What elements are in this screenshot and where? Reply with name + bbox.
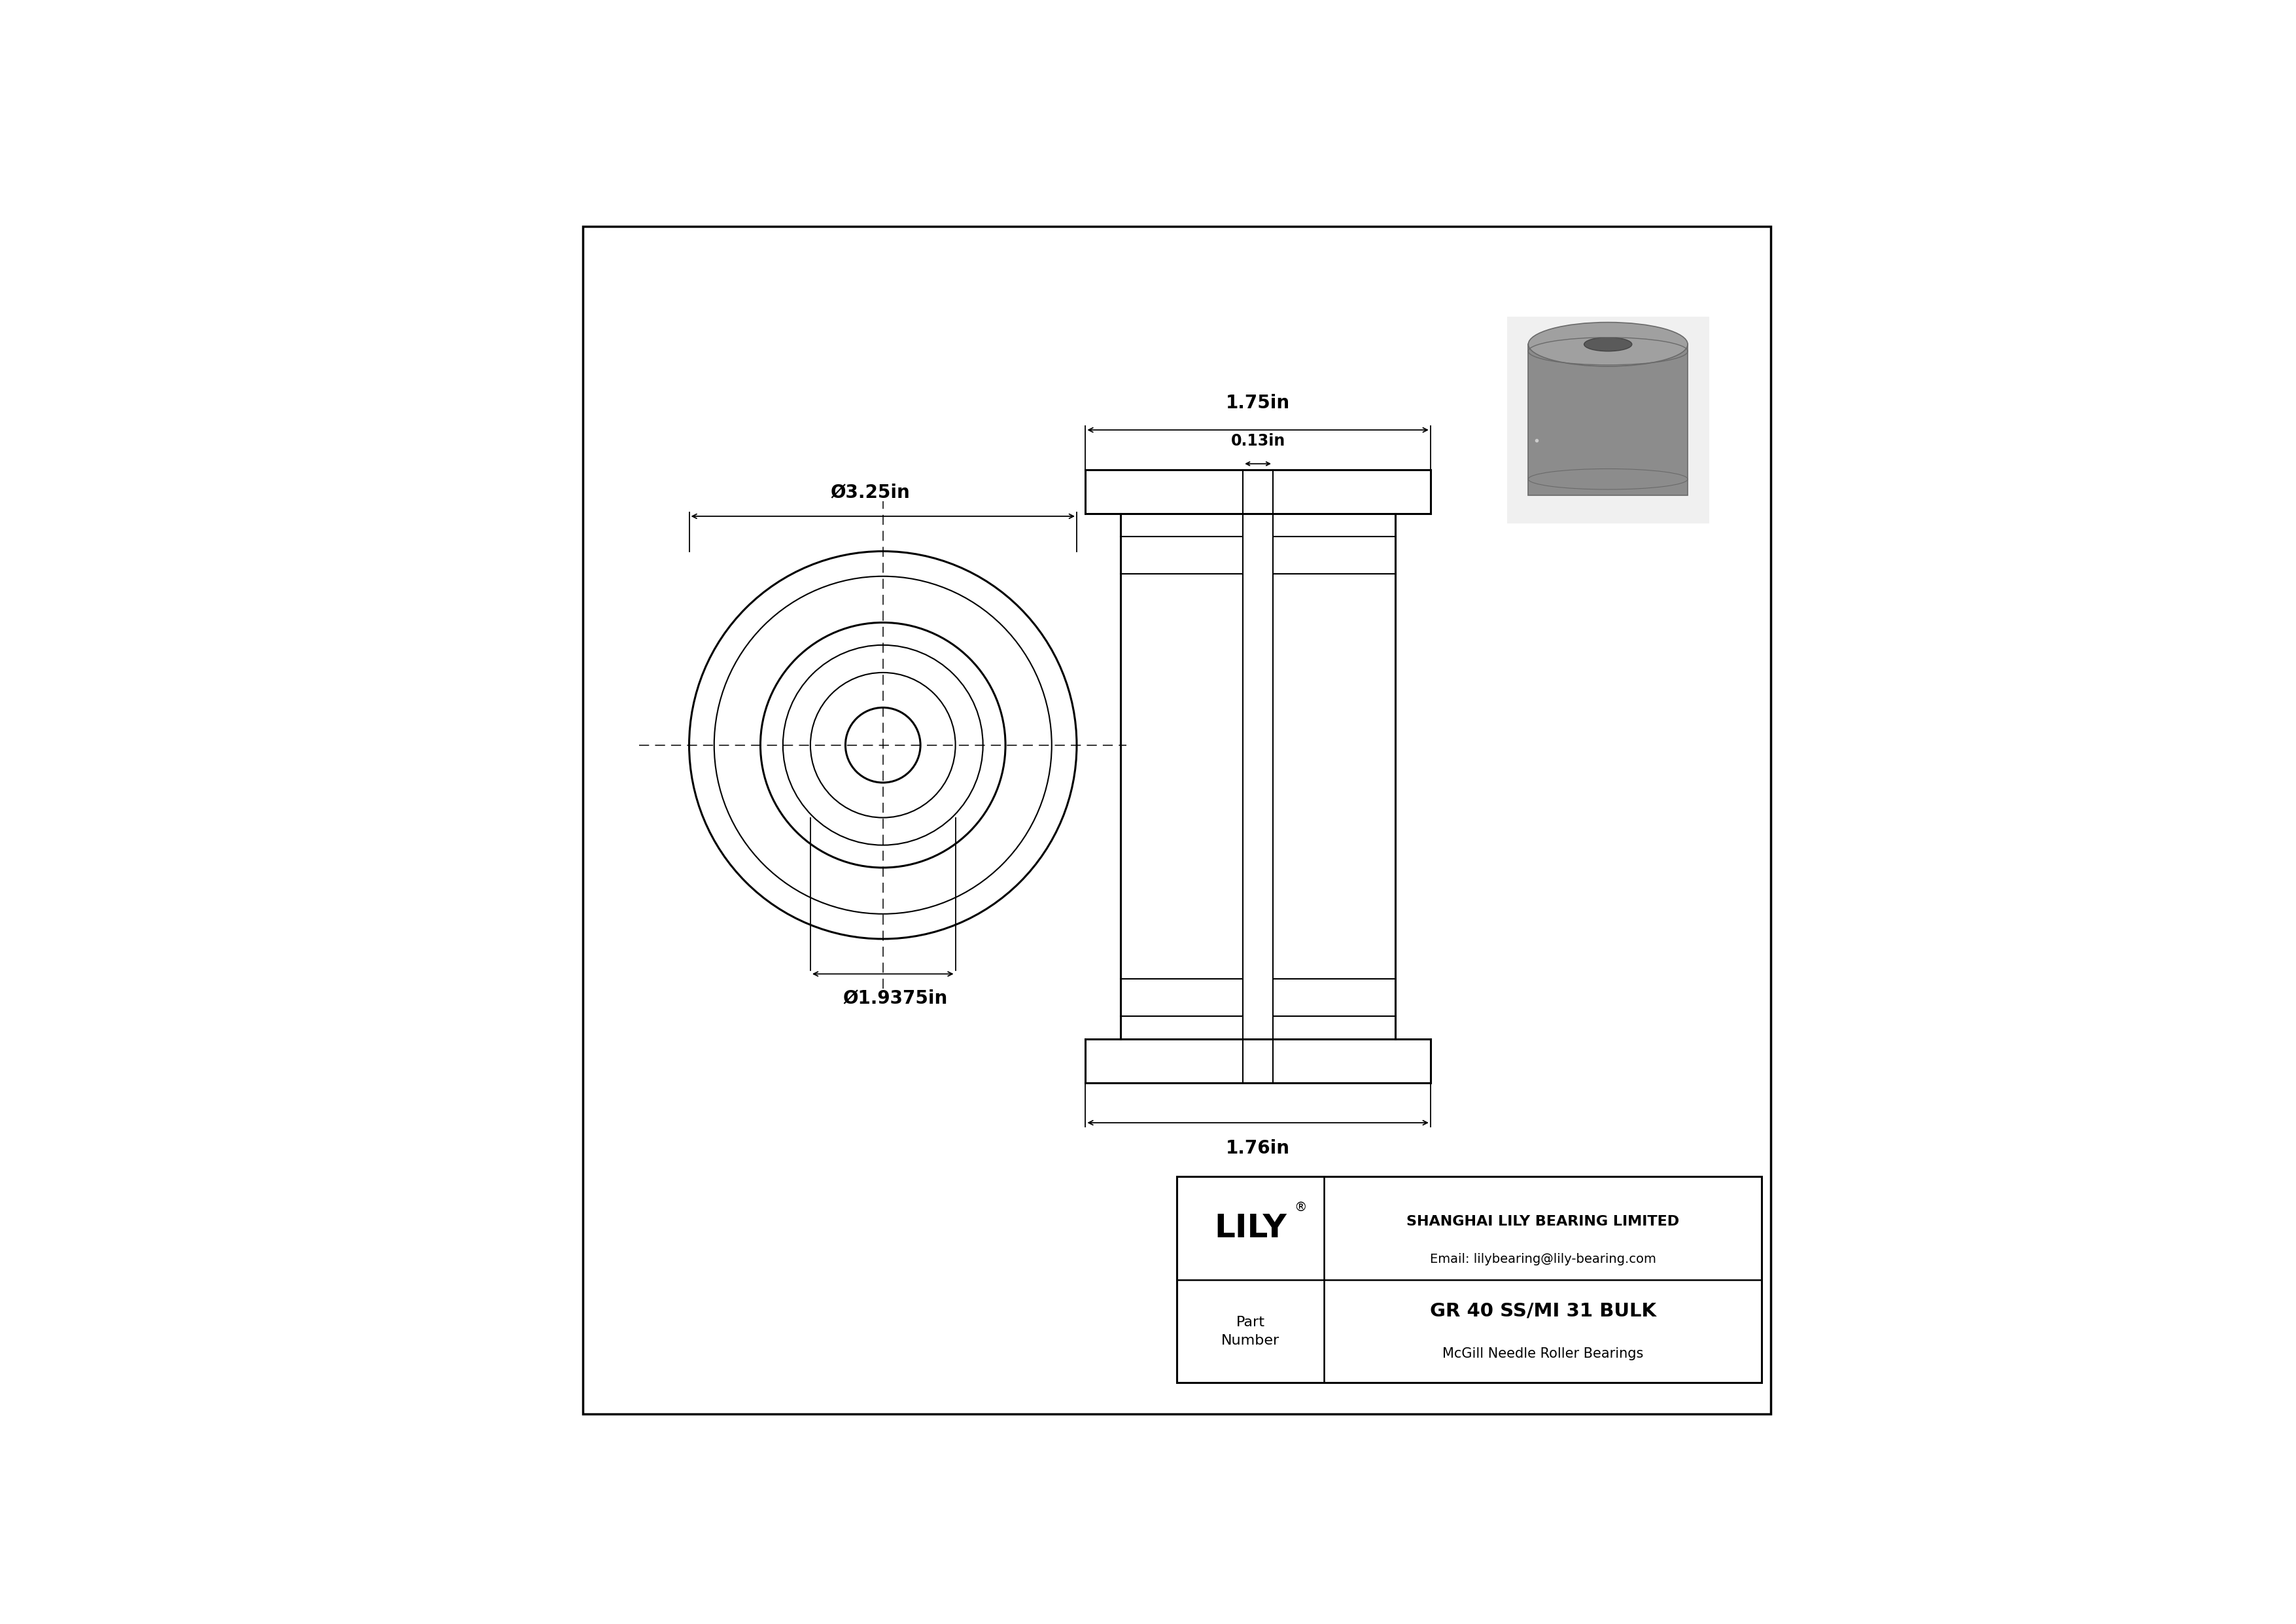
Text: GR 40 SS/MI 31 BULK: GR 40 SS/MI 31 BULK <box>1430 1301 1655 1320</box>
Ellipse shape <box>1529 322 1688 367</box>
Bar <box>1506 317 1708 523</box>
Text: Email: lilybearing@lily-bearing.com: Email: lilybearing@lily-bearing.com <box>1430 1252 1655 1265</box>
Text: Ø3.25in: Ø3.25in <box>831 482 909 502</box>
Text: Ø1.9375in: Ø1.9375in <box>843 989 948 1007</box>
Text: LILY: LILY <box>1215 1213 1286 1244</box>
Text: 1.75in: 1.75in <box>1226 395 1290 412</box>
Ellipse shape <box>1584 338 1632 351</box>
Bar <box>1529 344 1688 495</box>
Text: Part
Number: Part Number <box>1221 1315 1279 1346</box>
Text: ®: ® <box>1295 1202 1306 1213</box>
Text: McGill Needle Roller Bearings: McGill Needle Roller Bearings <box>1442 1348 1644 1361</box>
Text: 0.13in: 0.13in <box>1231 434 1286 448</box>
Text: 1.76in: 1.76in <box>1226 1138 1290 1158</box>
Text: SHANGHAI LILY BEARING LIMITED: SHANGHAI LILY BEARING LIMITED <box>1407 1215 1678 1228</box>
Bar <box>1176 1176 1761 1384</box>
